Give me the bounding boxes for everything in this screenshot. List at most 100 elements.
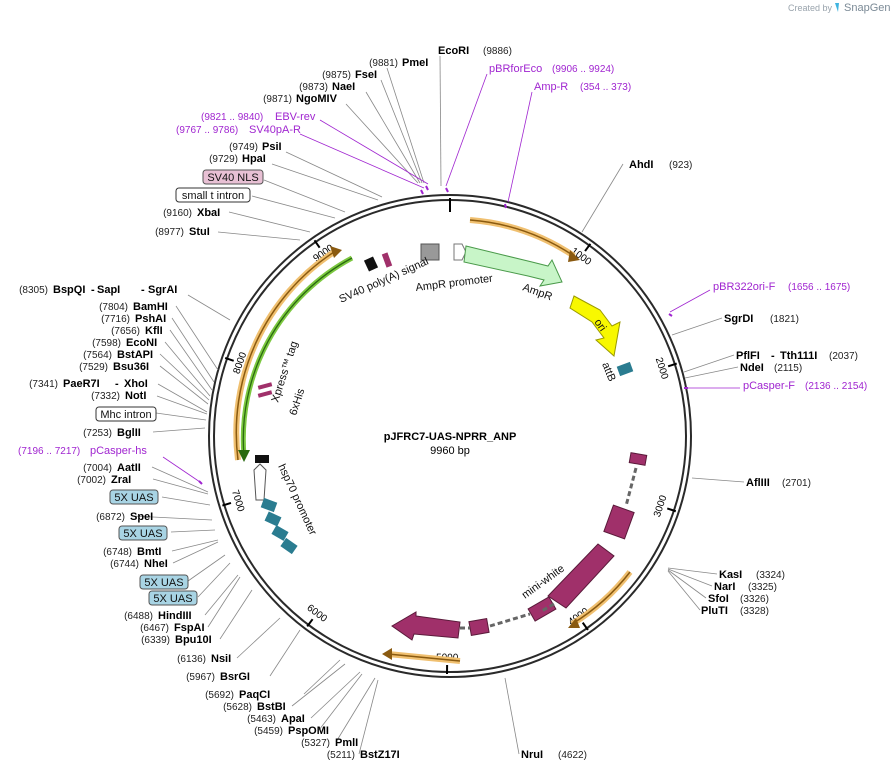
site-bspqi: BspQI	[53, 284, 85, 296]
site-nari: NarI	[714, 581, 735, 593]
box-label-mhc-intron: Mhc intron	[100, 409, 151, 421]
site-apai: ApaI	[281, 713, 305, 725]
site-bsu36i: Bsu36I	[113, 361, 149, 373]
plasmid-name: pJFRC7-UAS-NPRR_ANP	[384, 431, 517, 443]
primer-marks	[198, 185, 688, 485]
site-bstz17i-pos: (5211)	[327, 750, 355, 761]
feature-label-ori: ori	[592, 317, 609, 334]
site-nhei: NheI	[144, 558, 168, 570]
tick-label: 2000	[653, 356, 670, 381]
site-bglii: BglII	[117, 427, 141, 439]
site-pshai-pos: (7716)	[101, 314, 130, 325]
site-pflfi: PflFI	[736, 350, 760, 362]
sv40-nls-shape	[381, 252, 393, 268]
site-bmti: BmtI	[137, 546, 161, 558]
site-ngomiv: NgoMIV	[296, 93, 338, 105]
site-kfli-pos: (7656)	[111, 326, 140, 337]
site-paqci-pos: (5692)	[205, 690, 234, 701]
tick-label: 3000	[652, 494, 670, 519]
site-ndei-pos: (2115)	[774, 363, 802, 374]
site-afliii-pos: (2701)	[782, 478, 811, 489]
feature-label-ampr-promoter: AmpR promoter	[415, 273, 494, 294]
site-afliii: AflIII	[746, 477, 770, 489]
site-bsu36i-pos: (7529)	[79, 362, 108, 373]
boxed-labels: SV40 NLS small t intron Mhc intron 5X UA…	[95, 169, 264, 606]
feature-arrow-4-head	[382, 648, 392, 660]
hsp70-promoter-shape	[253, 463, 267, 501]
site-bpu10i: Bpu10I	[175, 634, 212, 646]
feature-label-hsp70-promoter: hsp70 promoter	[275, 462, 319, 537]
tick-mark	[306, 618, 314, 628]
xpress-tag-shape	[257, 382, 273, 390]
site-bglii-pos: (7253)	[83, 428, 112, 439]
box-label-small-t-intron: small t intron	[182, 190, 244, 202]
primer-labels: pBRforEco (9906 .. 9924) Amp-R (354 .. 3…	[18, 63, 867, 457]
feature-label-attb: attB	[599, 361, 617, 384]
box-label-uas-4: 5X UAS	[153, 593, 192, 605]
tick-mark	[666, 507, 677, 513]
primer-pbr322ori-f: pBR322ori-F	[713, 281, 776, 293]
site-xbai-pos: (9160)	[163, 208, 192, 219]
plasmid-length: 9960 bp	[430, 445, 470, 457]
site-sgrai: SgrAI	[148, 284, 177, 296]
primer-sv40pa-r: SV40pA-R	[249, 124, 301, 136]
uas-shapes	[260, 497, 298, 555]
primer-leader-lines	[162, 73, 740, 483]
site-bstbi-pos: (5628)	[223, 702, 252, 713]
primer-ebv-rev-range: (9821 .. 9840)	[201, 112, 263, 123]
ampr-promoter-shape	[453, 243, 467, 261]
site-fsei: FseI	[355, 69, 377, 81]
tick-marks	[222, 239, 678, 674]
site-sapi: SapI	[97, 284, 120, 296]
site-pspomi: PspOMI	[288, 725, 329, 737]
site-aatii-pos: (7004)	[83, 463, 112, 474]
site-psii-pos: (9749)	[229, 142, 258, 153]
site-spei: SpeI	[130, 511, 153, 523]
tick-mark	[584, 243, 592, 252]
site-hindiii-pos: (6488)	[124, 611, 153, 622]
site-kasi-pos: (3324)	[756, 570, 785, 581]
leader-lines	[132, 55, 745, 755]
site-stui: StuI	[189, 226, 210, 238]
site-naei-pos: (9873)	[299, 82, 328, 93]
primer-pbr322ori-f-range: (1656 .. 1675)	[788, 282, 850, 293]
site-bspqi-pos: (8305)	[19, 285, 48, 296]
site-nhei-pos: (6744)	[110, 559, 139, 570]
site-hpai-pos: (9729)	[209, 154, 238, 165]
site-psii: PsiI	[262, 141, 282, 153]
attb-shape	[616, 361, 634, 377]
site-stui-pos: (8977)	[155, 227, 184, 238]
feature-arrow-1-head	[568, 250, 580, 262]
site-fsei-pos: (9875)	[322, 70, 351, 81]
site-sgrdi-pos: (1821)	[770, 314, 799, 325]
site-ndei: NdeI	[740, 362, 764, 374]
site-bstapi: BstAPI	[117, 349, 153, 361]
snapgene-logo-icon	[835, 3, 839, 12]
site-sfoi: SfoI	[708, 593, 729, 605]
site-apai-pos: (5463)	[247, 714, 276, 725]
site-fspai-pos: (6467)	[140, 623, 169, 634]
sv40-polya-shape	[363, 256, 379, 272]
site-kfli: KflI	[145, 325, 163, 337]
site-econi: EcoNI	[126, 337, 157, 349]
site-tth111i: Tth111I	[780, 350, 817, 362]
site-pluti-pos: (3328)	[740, 606, 769, 617]
site-bsrgi-pos: (5967)	[186, 672, 215, 683]
feature-arrow-3-head	[568, 618, 580, 628]
site-ahdi-pos: (923)	[669, 160, 692, 171]
mini-white-introns	[460, 467, 638, 630]
site-paer7i: PaeR7I	[63, 378, 100, 390]
site-nrui-pos: (4622)	[558, 750, 587, 761]
site-kasi: KasI	[719, 569, 742, 581]
primer-pcasper-f-range: (2136 .. 2154)	[805, 381, 867, 392]
primer-ebv-rev: EBV-rev	[275, 111, 316, 123]
site-noti-pos: (7332)	[91, 391, 120, 402]
site-pshai: PshAI	[135, 313, 166, 325]
site-ngomiv-pos: (9871)	[263, 94, 292, 105]
site-labels: EcoRI (9886) (9881) PmeI (9875) FseI (98…	[19, 45, 858, 761]
site-bamhi: BamHI	[133, 301, 168, 313]
tick-mark	[224, 356, 235, 362]
site-dash-3: -	[115, 378, 119, 390]
site-ecori-pos: (9886)	[483, 46, 512, 57]
